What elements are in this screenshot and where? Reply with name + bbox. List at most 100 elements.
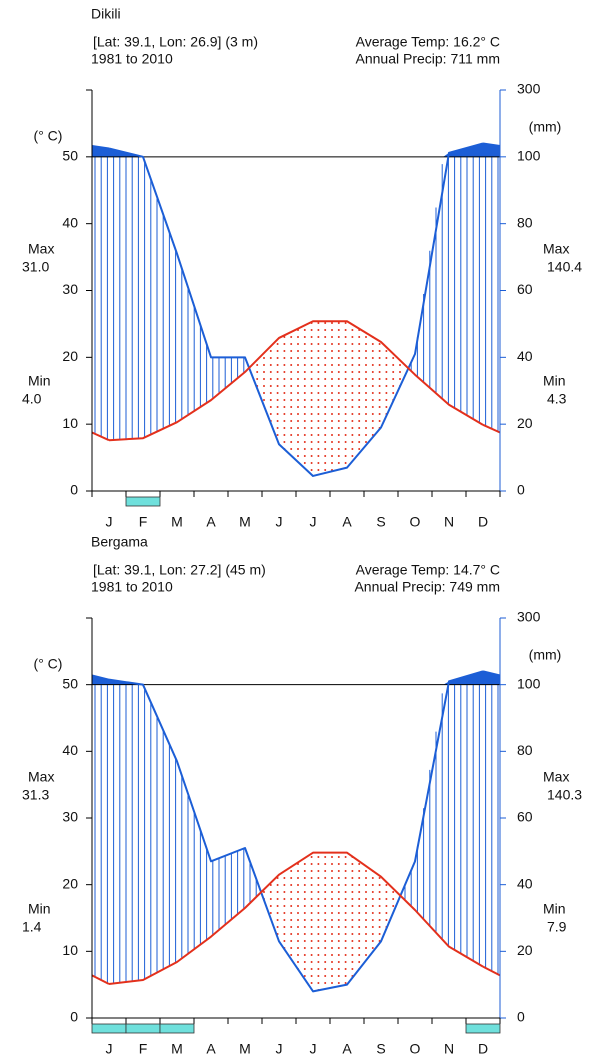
arid-dot <box>358 905 361 907</box>
arid-dot <box>331 898 333 900</box>
y-tick-label: 40 <box>62 742 78 758</box>
arid-dot <box>371 357 374 359</box>
arid-dot <box>337 884 340 886</box>
arid-dot <box>310 877 313 879</box>
arid-dot <box>378 898 381 900</box>
temp-line-wrap <box>91 431 110 442</box>
arid-dot <box>331 336 333 338</box>
arid-dot <box>317 350 320 352</box>
arid-dot <box>310 856 313 858</box>
temp-line-wrap <box>482 423 501 434</box>
arid-dot <box>303 891 306 893</box>
arid-dot <box>324 357 327 359</box>
right-note-label: Max <box>543 769 569 785</box>
arid-dot <box>317 364 320 366</box>
left-note-label: Min <box>28 373 51 389</box>
arid-dot <box>317 357 320 359</box>
arid-dot <box>297 336 299 338</box>
frost-box <box>125 496 161 507</box>
arid-dot <box>358 877 361 879</box>
arid-dot <box>385 919 388 921</box>
arid-dot <box>283 912 286 914</box>
arid-dot <box>297 961 299 963</box>
arid-dot <box>331 385 333 387</box>
arid-dot <box>351 420 354 422</box>
arid-dot <box>392 891 395 893</box>
arid-dot <box>303 364 306 366</box>
arid-dot <box>317 926 320 928</box>
arid-dot <box>324 392 327 394</box>
arid-dot <box>365 947 367 949</box>
arid-dot <box>331 905 333 907</box>
arid-dot <box>351 947 354 949</box>
arid-dot <box>310 912 313 914</box>
arid-dot <box>351 870 354 872</box>
arid-dot <box>324 863 327 865</box>
arid-dot <box>371 947 374 949</box>
arid-dot <box>310 329 313 331</box>
arid-dot <box>331 891 333 893</box>
arid-dot <box>351 891 354 893</box>
arid-dot <box>378 912 381 914</box>
arid-dot <box>365 413 367 415</box>
arid-dot <box>344 392 347 394</box>
arid-dot <box>276 378 279 380</box>
left-note-label: Max <box>28 769 54 785</box>
precip-line <box>108 670 484 993</box>
arid-dot <box>351 884 354 886</box>
station-location: [Lat: 39.1, Lon: 26.9] (3 m) <box>93 34 258 50</box>
arid-dot <box>303 954 306 956</box>
humid-surplus-fill <box>92 671 500 685</box>
arid-dot <box>337 933 340 935</box>
arid-dot <box>276 884 279 886</box>
arid-dot <box>344 856 347 858</box>
arid-dot <box>290 357 293 359</box>
y2-tick-label: 80 <box>517 742 533 758</box>
arid-dot <box>310 982 313 984</box>
arid-dot <box>337 406 340 408</box>
arid-dot <box>324 420 327 422</box>
arid-dot <box>378 905 381 907</box>
x-tick-label: J <box>276 1041 283 1057</box>
x-tick-label: D <box>478 514 488 530</box>
arid-dot <box>310 448 313 450</box>
arid-dot <box>310 350 313 352</box>
arid-dot <box>385 385 388 387</box>
arid-dot <box>283 413 286 415</box>
arid-dot <box>297 898 299 900</box>
arid-dot <box>303 870 306 872</box>
humid-hatching <box>94 156 499 440</box>
arid-dot <box>344 378 347 380</box>
arid-dot <box>371 413 374 415</box>
arid-dot <box>290 364 293 366</box>
frost-box <box>91 1023 127 1034</box>
arid-dot <box>331 954 333 956</box>
arid-dot <box>310 336 313 338</box>
arid-dot <box>283 371 286 373</box>
arid-dot <box>331 392 333 394</box>
arid-dot <box>276 413 279 415</box>
precip-line-wrap <box>91 144 110 150</box>
arid-dot <box>297 877 299 879</box>
left-note-label: Min <box>28 901 51 917</box>
arid-dot <box>337 961 340 963</box>
y-tick-label: 20 <box>62 875 78 891</box>
arid-dot <box>297 378 299 380</box>
arid-dot <box>317 392 320 394</box>
arid-dot <box>283 378 286 380</box>
arid-dot <box>358 343 361 345</box>
arid-dot <box>283 434 286 436</box>
arid-dot <box>331 884 333 886</box>
arid-dot <box>351 343 354 345</box>
arid-dot <box>371 912 374 914</box>
arid-dot <box>290 947 293 949</box>
arid-dot <box>385 912 388 914</box>
x-tick-label: D <box>478 1041 488 1057</box>
left-note-value: 1.4 <box>22 919 42 935</box>
arid-dot <box>310 406 313 408</box>
arid-dot <box>371 891 374 893</box>
x-tick-label: F <box>139 514 148 530</box>
arid-dot <box>385 371 388 373</box>
arid-dot <box>344 884 347 886</box>
arid-dot <box>331 434 333 436</box>
